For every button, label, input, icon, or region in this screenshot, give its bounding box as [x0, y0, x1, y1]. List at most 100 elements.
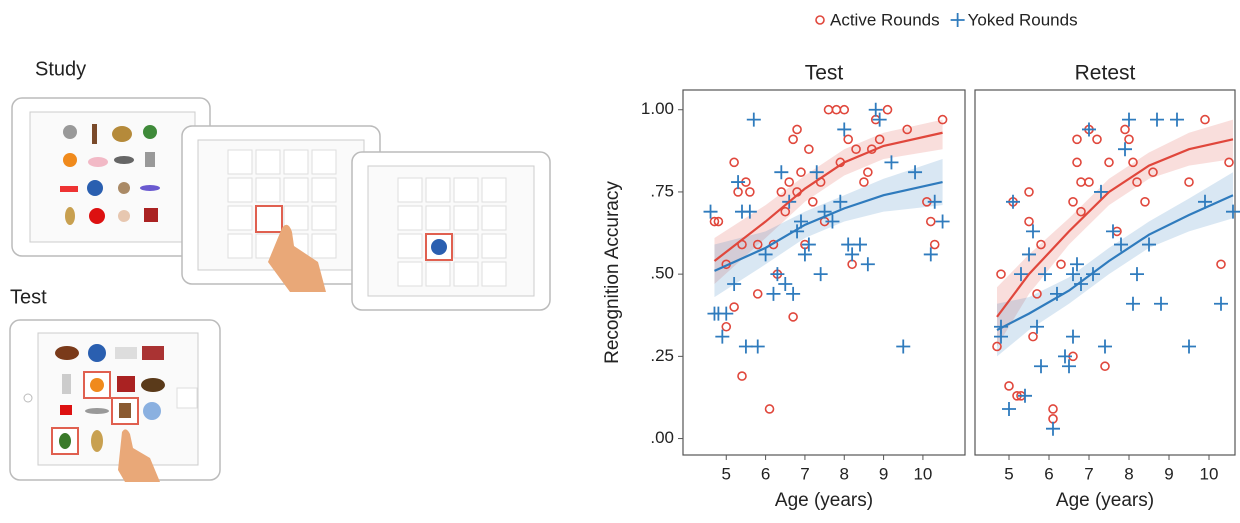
legend-label: Active Rounds	[830, 10, 940, 29]
point	[845, 247, 860, 262]
point	[709, 216, 720, 227]
point	[1070, 257, 1084, 272]
point	[1104, 157, 1114, 168]
confidence-band	[997, 172, 1233, 357]
point	[1214, 296, 1228, 311]
point	[796, 167, 806, 178]
point	[1024, 187, 1034, 197]
point	[1184, 177, 1194, 187]
x-tick-label: 8	[1124, 464, 1133, 483]
point	[774, 165, 789, 180]
point	[809, 165, 824, 180]
legend-label: Yoked Rounds	[968, 10, 1078, 29]
point	[1122, 112, 1136, 127]
point	[859, 177, 869, 187]
point	[804, 144, 814, 154]
point	[778, 277, 793, 292]
point	[750, 339, 765, 354]
point	[896, 339, 911, 354]
point	[1004, 381, 1014, 391]
point	[1092, 134, 1102, 145]
point	[746, 112, 761, 127]
icons	[60, 124, 160, 225]
x-tick-label: 9	[879, 464, 888, 483]
point	[813, 267, 828, 282]
x-tick-label: 6	[761, 464, 770, 483]
point	[721, 321, 732, 332]
point	[770, 267, 785, 282]
point	[1032, 289, 1042, 299]
point	[788, 312, 798, 322]
icons	[51, 344, 165, 455]
point	[1038, 267, 1052, 282]
point	[1024, 216, 1034, 227]
point	[1182, 339, 1196, 354]
point	[923, 247, 938, 262]
screen	[29, 111, 196, 243]
point	[1022, 247, 1036, 262]
point	[780, 206, 791, 217]
point	[1198, 194, 1212, 209]
panel-frame	[682, 89, 966, 456]
illustration: Study Test	[9, 58, 551, 482]
point	[863, 167, 873, 178]
point	[1128, 157, 1138, 168]
point	[1126, 296, 1140, 311]
y-tick-label: .00	[650, 428, 674, 447]
point	[1030, 319, 1044, 334]
study-label: Study	[35, 58, 86, 80]
point	[1048, 404, 1058, 414]
point	[860, 257, 875, 272]
point	[1094, 184, 1108, 199]
point	[1106, 224, 1120, 239]
point	[713, 216, 724, 227]
point	[1046, 421, 1060, 436]
point	[937, 114, 948, 125]
point	[1170, 112, 1184, 127]
point	[727, 277, 742, 292]
point	[872, 112, 887, 127]
point	[839, 104, 850, 115]
point	[884, 155, 899, 170]
point	[1082, 122, 1096, 137]
point	[825, 214, 840, 229]
point	[1226, 204, 1240, 219]
point	[1200, 114, 1210, 125]
x-tick-label: 10	[913, 464, 932, 483]
point	[1224, 157, 1234, 168]
x-tick-label: 6	[1044, 464, 1053, 483]
hand	[268, 224, 326, 292]
home-button	[23, 393, 33, 403]
screen	[367, 165, 535, 297]
point	[1118, 142, 1132, 157]
point	[797, 247, 812, 262]
x-tick-label: 9	[1164, 464, 1173, 483]
legend-marker	[950, 13, 965, 27]
point	[851, 144, 861, 154]
fit-line	[996, 194, 1234, 332]
point	[1148, 167, 1158, 178]
point	[1072, 134, 1082, 145]
x-tick-label: 7	[800, 464, 809, 483]
point	[935, 214, 950, 229]
point	[742, 204, 757, 219]
y-tick-label: .25	[650, 346, 674, 365]
x-tick-label: 8	[840, 464, 849, 483]
point	[841, 237, 856, 252]
point	[1066, 267, 1080, 282]
fit-line	[996, 138, 1234, 318]
point	[868, 102, 883, 117]
y-tick-label: .50	[650, 264, 674, 283]
x-axis-label: Age (years)	[1056, 490, 1154, 511]
point	[1014, 267, 1028, 282]
point	[1026, 224, 1040, 239]
confidence-band	[997, 119, 1233, 347]
point	[752, 239, 763, 250]
point	[852, 237, 867, 252]
test-label: Test	[10, 286, 47, 308]
charts: Test 5 6 7 8 9 10 Age (years) .00 .25 .50 .75 1.00 Re…	[602, 10, 1240, 511]
y-tick-label: 1.00	[641, 99, 674, 118]
point	[1142, 237, 1156, 252]
point	[766, 286, 781, 301]
fit-line	[713, 131, 943, 262]
